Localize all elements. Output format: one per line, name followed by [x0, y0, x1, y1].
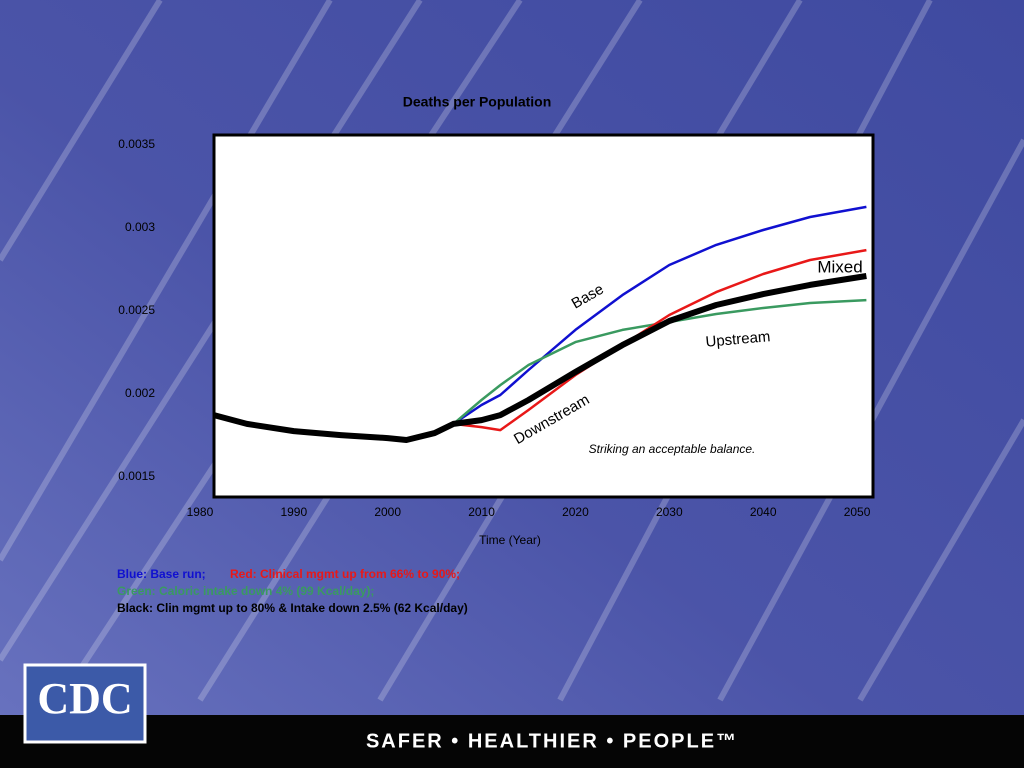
- y-tick-label: 0.0035: [118, 137, 155, 151]
- logo: CDC: [37, 674, 132, 723]
- y-tick-label: 0.003: [125, 220, 155, 234]
- annotation: Striking an acceptable balance.: [589, 442, 756, 456]
- x-tick-label: 2000: [374, 505, 401, 519]
- series-line: [452, 298, 867, 425]
- x-axis-title: Time (Year): [479, 533, 541, 547]
- series-line: [213, 273, 867, 443]
- logo-box: [23, 663, 147, 744]
- y-tick-label: 0.0025: [118, 303, 155, 317]
- y-tick-label: 0.002: [125, 386, 155, 400]
- x-tick-label: 2030: [656, 505, 683, 519]
- slogan: SAFER • HEALTHIER • PEOPLE™: [366, 730, 738, 752]
- x-tick-label: 1980: [187, 505, 214, 519]
- legend-entry: Red: Clinical mgmt up from 66% to 90%;: [230, 567, 460, 581]
- legend-entry: Green: Caloric intake down 4% (99 Kcal/d…: [117, 584, 374, 598]
- legend-entry: Blue: Base run;: [117, 567, 206, 581]
- x-tick-label: 2040: [750, 505, 777, 519]
- x-tick-label: 2020: [562, 505, 589, 519]
- series-line: [452, 205, 867, 425]
- annotation: Upstream: [705, 328, 771, 351]
- x-tick-label: 1990: [280, 505, 307, 519]
- annotation: Mixed: [817, 257, 862, 276]
- x-tick-label: 2050: [844, 505, 871, 519]
- chart-title: Deaths per Population: [403, 94, 552, 110]
- footer-band: [0, 715, 1024, 768]
- legend-entry: Black: Clin mgmt up to 80% & Intake down…: [117, 601, 468, 615]
- y-tick-label: 0.0015: [118, 469, 155, 483]
- x-tick-label: 2010: [468, 505, 495, 519]
- plot-area: [212, 133, 875, 499]
